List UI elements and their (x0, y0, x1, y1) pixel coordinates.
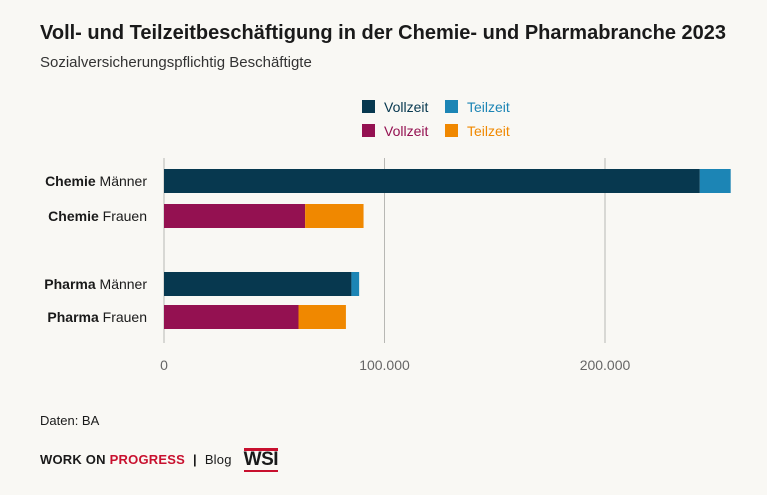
row-label-bold-0: Chemie (45, 173, 96, 189)
row-label-rest-3: Frauen (99, 309, 147, 325)
x-tick-label-2: 200.000 (580, 357, 631, 373)
legend-label-1: Teilzeit (467, 99, 510, 115)
row-label-2: Pharma Männer (44, 276, 147, 292)
data-source: Daten: BA (40, 413, 100, 428)
bar-0-teilzeit (699, 169, 731, 193)
row-label-rest-1: Frauen (99, 208, 147, 224)
bar-1-teilzeit (305, 204, 364, 228)
row-label-rest-2: Männer (96, 276, 148, 292)
row-label-3: Pharma Frauen (47, 309, 147, 325)
row-label-bold-3: Pharma (47, 309, 99, 325)
legend-swatch-1 (445, 100, 458, 113)
legend-label-0: Vollzeit (384, 99, 428, 115)
bar-1-vollzeit (164, 204, 306, 228)
chart-title: Voll- und Teilzeitbeschäftigung in der C… (40, 22, 727, 44)
row-label-0: Chemie Männer (45, 173, 147, 189)
row-label-bold-2: Pharma (44, 276, 96, 292)
brand-work-on: WORK ON (40, 451, 106, 467)
row-label-1: Chemie Frauen (48, 208, 147, 224)
legend-swatch-3 (445, 124, 458, 137)
bar-2-vollzeit (164, 272, 352, 296)
wsi-logo: WSI (243, 448, 279, 472)
legend-label-2: Vollzeit (384, 123, 428, 139)
brand-blog: Blog (204, 451, 232, 467)
x-tick-label-1: 100.000 (359, 357, 410, 373)
legend-swatch-0 (362, 100, 375, 113)
bar-2-teilzeit (351, 272, 360, 296)
bar-3-teilzeit (298, 305, 346, 329)
row-label-bold-1: Chemie (48, 208, 99, 224)
x-tick-label-0: 0 (160, 357, 168, 373)
brand-progress: PROGRESS (109, 451, 185, 467)
chart-subtitle: Sozialversicherungspflichtig Beschäftigt… (40, 54, 312, 71)
footer-branding: WORK ON PROGRESS | Blog WSI (40, 448, 279, 472)
bar-3-vollzeit (164, 305, 299, 329)
wsi-logo-text: WSI (243, 449, 279, 470)
bar-0-vollzeit (164, 169, 700, 193)
footer-separator: | (192, 451, 197, 467)
legend-label-3: Teilzeit (467, 123, 510, 139)
row-label-rest-0: Männer (96, 173, 148, 189)
legend-swatch-2 (362, 124, 375, 137)
